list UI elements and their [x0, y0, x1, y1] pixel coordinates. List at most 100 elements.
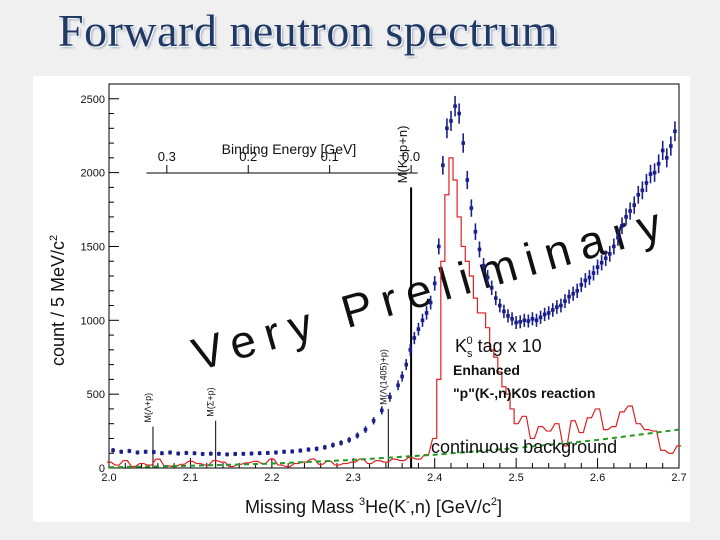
data-point [595, 259, 600, 275]
data-point-marker [656, 161, 661, 166]
data-point-marker [591, 271, 596, 275]
enhanced-label-line1: Enhanced [453, 362, 520, 378]
data-point-marker [282, 449, 286, 454]
data-point-marker [424, 311, 429, 315]
data-point-marker [388, 395, 392, 399]
data-point-marker [607, 252, 612, 256]
data-point-marker [339, 441, 343, 445]
data-point [542, 307, 547, 322]
data-point-marker [233, 452, 238, 456]
data-point [664, 148, 669, 168]
ks-tag-histogram [106, 157, 682, 468]
data-point-marker [571, 291, 575, 296]
data-point-marker [363, 427, 368, 432]
y-tick-label: 0 [99, 463, 105, 475]
data-point [563, 294, 567, 309]
data-point [624, 208, 628, 226]
data-point [208, 451, 213, 456]
data-point [412, 331, 417, 345]
data-point-marker [522, 318, 527, 323]
y-tick-label: 2000 [81, 168, 105, 180]
data-point-marker [127, 449, 132, 453]
y-axis-title: count / 5 MeV/c2 [48, 235, 68, 366]
data-point [241, 451, 246, 456]
data-point-marker [644, 181, 649, 185]
data-point [290, 449, 295, 454]
data-point [522, 313, 527, 327]
data-point [363, 426, 368, 433]
data-point [184, 450, 189, 456]
data-point [493, 291, 498, 306]
data-point-marker [331, 443, 335, 447]
data-point [160, 451, 164, 456]
data-point [640, 181, 645, 200]
x-tick-label: 2.5 [508, 472, 523, 484]
data-point-marker [432, 281, 437, 286]
data-point [461, 133, 466, 153]
data-point [591, 265, 596, 281]
data-point-marker [489, 286, 494, 290]
x-axis-title-close: ] [497, 497, 502, 517]
data-point-marker [555, 305, 559, 309]
data-point-marker [322, 445, 327, 450]
data-point [518, 315, 523, 329]
data-point [314, 446, 319, 452]
data-point-marker [355, 433, 360, 438]
data-point [555, 300, 559, 314]
spectrum-chart: Very Preliminary count / 5 MeV/c2 2.0 2.1… [48, 83, 687, 517]
data-point [347, 437, 352, 443]
data-point-marker [416, 327, 421, 331]
chart-panel: Very Preliminary count / 5 MeV/c2 2.0 2.1… [33, 76, 690, 522]
data-point-marker [550, 308, 555, 312]
ks-tag-label: Ks0 tag x 10 [455, 335, 542, 360]
data-point-marker [636, 192, 641, 197]
data-point-marker [612, 244, 616, 249]
data-point-marker [400, 374, 404, 379]
data-point [306, 447, 311, 452]
data-point-marker [628, 209, 632, 213]
data-point [489, 280, 494, 296]
data-point [538, 310, 543, 324]
x-axis-title: Missing Mass 3He(K-,n) [GeV/c2] [245, 496, 502, 517]
x-tick-label: 2.4 [427, 472, 442, 484]
data-point-marker [502, 309, 506, 314]
data-point-marker [290, 449, 295, 454]
data-point [546, 306, 551, 320]
data-point [331, 442, 335, 448]
data-point-marker [481, 263, 486, 268]
data-point [510, 312, 514, 326]
data-point [632, 196, 637, 214]
data-point-marker [542, 312, 547, 317]
data-point-marker [257, 451, 262, 456]
data-points-group [111, 95, 677, 457]
threshold-markers-group: M(Λ+p) M(Σ+p) M(Λ(1405)+p) M(K+p+n) [143, 126, 413, 468]
kkp-threshold-label: M(K+p+n) [395, 126, 410, 184]
data-point-marker [603, 256, 608, 261]
data-point-marker [379, 408, 384, 413]
data-point [473, 223, 478, 240]
data-point [143, 449, 148, 454]
watermark-group: Very Preliminary [186, 194, 676, 380]
data-point [428, 295, 433, 310]
x-tick-label: 2.2 [264, 472, 279, 484]
data-point [135, 450, 140, 455]
data-point [436, 238, 441, 255]
data-point [485, 270, 490, 285]
ks-tag-k: K [455, 336, 467, 356]
data-point-marker [404, 362, 409, 367]
data-point-marker [583, 278, 588, 283]
data-point-marker [648, 172, 653, 176]
data-point [400, 371, 404, 382]
data-point [416, 322, 421, 336]
data-point-marker [225, 452, 229, 457]
data-point [441, 155, 445, 175]
data-point-marker [135, 450, 140, 455]
data-point [388, 392, 392, 402]
data-point [648, 164, 653, 184]
data-point-marker [465, 178, 470, 182]
threshold-label: M(Σ+p) [206, 387, 216, 416]
data-point-marker [192, 451, 197, 456]
data-point-marker [652, 170, 657, 175]
data-point [612, 238, 616, 255]
data-point-marker [660, 148, 665, 153]
